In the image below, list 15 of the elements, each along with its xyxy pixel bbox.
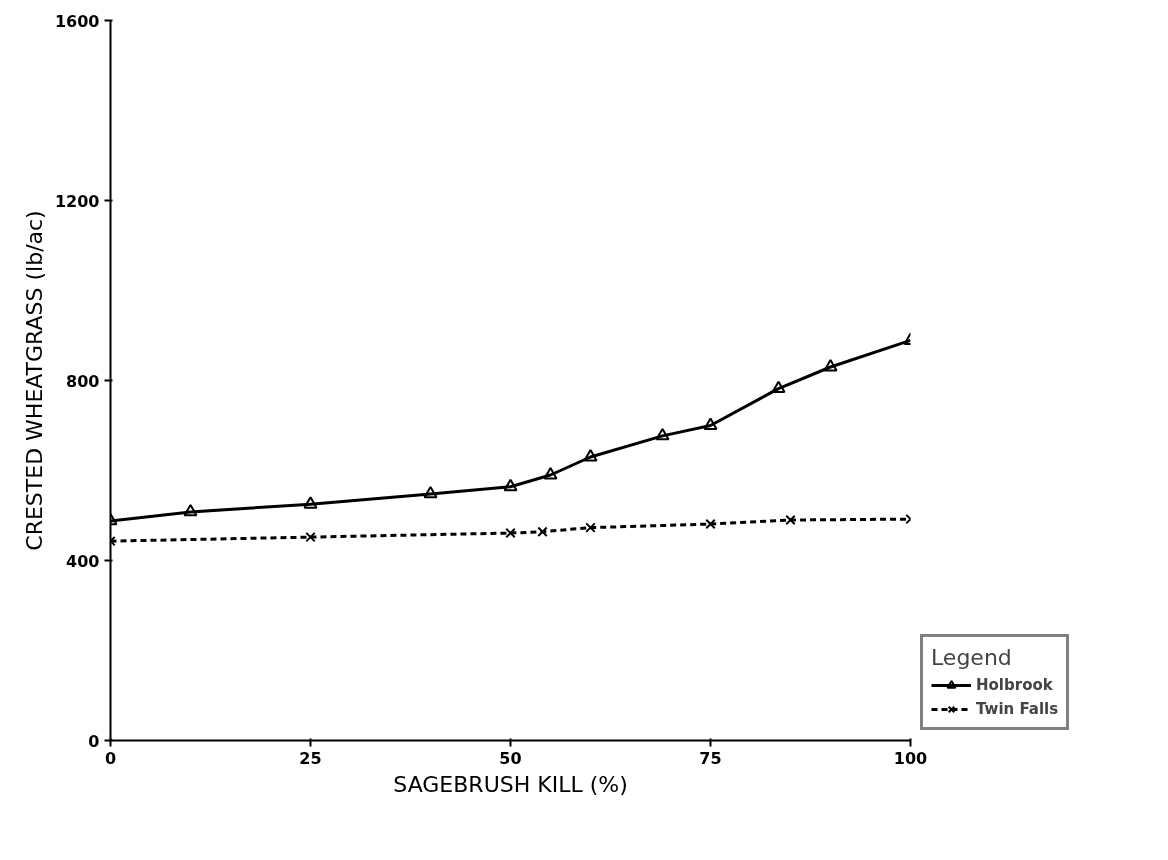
legend-label: Twin Falls xyxy=(976,700,1059,718)
y-axis-title: CRESTED WHEATGRASS (lb/ac) xyxy=(21,210,47,551)
y-tick-label: 1200 xyxy=(54,191,100,211)
x-tick-label: 0 xyxy=(104,748,117,768)
x-tick-label: 50 xyxy=(499,748,522,768)
legend-label: Holbrook xyxy=(976,676,1053,694)
x-axis-title: SAGEBRUSH KILL (%) xyxy=(393,771,628,797)
x-tick-label: 100 xyxy=(893,748,928,768)
y-tick-label: 800 xyxy=(66,371,100,391)
legend-title: Legend xyxy=(931,645,1013,670)
y-tick-label: 1600 xyxy=(54,11,100,31)
x-tick-label: 75 xyxy=(699,748,722,768)
x-tick-label: 25 xyxy=(299,748,322,768)
y-tick-label: 0 xyxy=(88,731,100,751)
y-tick-label: 400 xyxy=(66,551,100,571)
